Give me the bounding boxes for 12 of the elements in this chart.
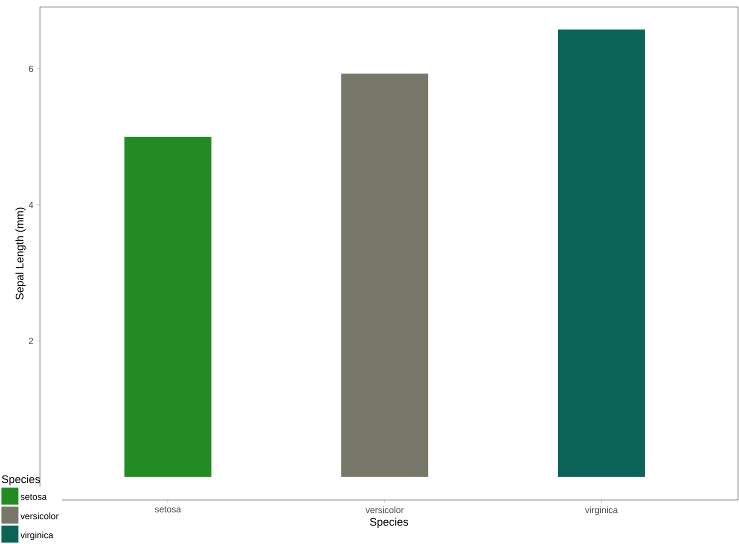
- legend-title: Species: [2, 475, 40, 486]
- legend-label: virginica: [20, 532, 54, 540]
- y-tick-label: 6: [28, 66, 34, 72]
- x-tick-label: setosa: [154, 506, 182, 512]
- y-axis-title: Sepal Length (mm): [15, 208, 26, 300]
- legend-label: versicolor: [20, 512, 59, 520]
- y-tick-label: 4: [28, 202, 34, 208]
- x-tick-label: versicolor: [366, 506, 404, 514]
- y-tick-label: 2: [28, 338, 34, 344]
- x-tick-label: virginica: [585, 506, 618, 515]
- legend-label: setosa: [20, 494, 47, 500]
- x-axis-title: Species: [370, 518, 408, 528]
